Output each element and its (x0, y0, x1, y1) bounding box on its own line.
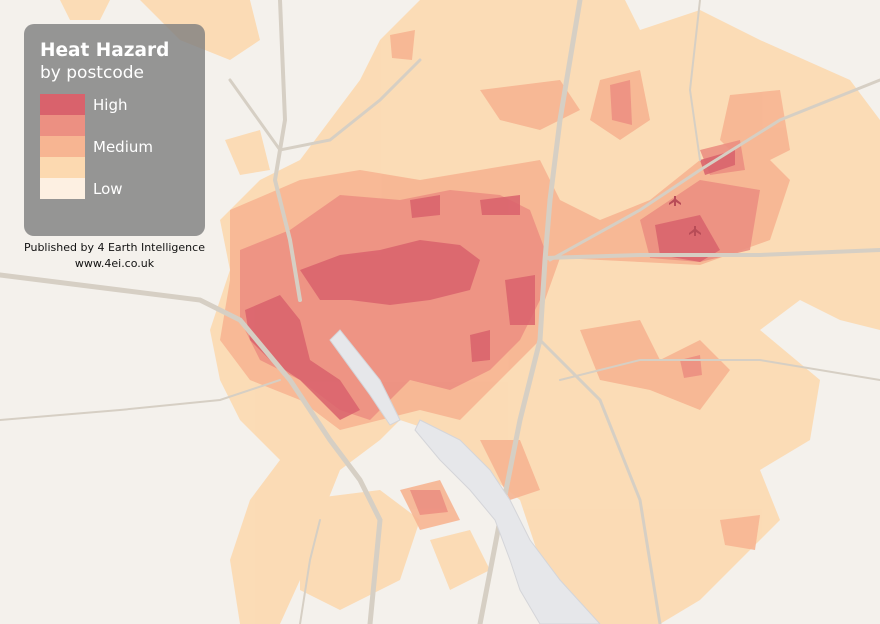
legend-class-row (40, 115, 189, 136)
publisher-credit: Published by 4 Earth Intelligence www.4e… (12, 240, 217, 272)
airplane-icon (689, 226, 701, 236)
legend-class-row (40, 157, 189, 178)
legend-swatch (40, 178, 85, 199)
airplane-icon (669, 196, 681, 206)
legend-classes: High Medium Low (40, 94, 189, 199)
legend-class-label: High (93, 95, 128, 114)
high-hazard-zones (245, 150, 735, 420)
legend-swatch (40, 136, 85, 157)
legend-class-row: Medium (40, 136, 189, 157)
credit-url[interactable]: www.4ei.co.uk (74, 257, 155, 270)
credit-publisher: Published by 4 Earth Intelligence (24, 241, 205, 254)
legend-swatch (40, 157, 85, 178)
legend-swatch (40, 94, 85, 115)
legend-title: Heat Hazard (40, 40, 170, 61)
legend-class-label: Medium (93, 137, 153, 156)
legend-panel: Heat Hazard by postcode High Medium Low (24, 24, 205, 236)
legend-class-row: High (40, 94, 189, 115)
legend-class-row: Low (40, 178, 189, 199)
legend-subtitle: by postcode (40, 63, 144, 83)
legend-swatch (40, 115, 85, 136)
river (329, 329, 601, 624)
legend-class-label: Low (93, 179, 123, 198)
